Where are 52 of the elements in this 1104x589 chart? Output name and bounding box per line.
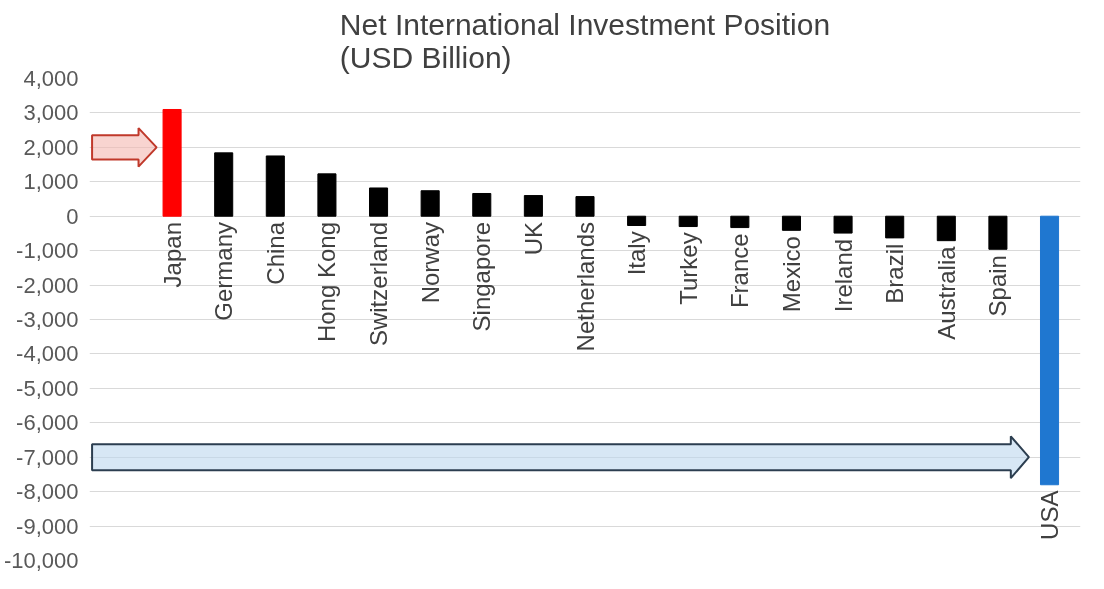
x-tick-label: Hong Kong [313, 222, 341, 343]
bar [523, 195, 543, 217]
y-tick-label: -8,000 [16, 479, 79, 505]
bar [730, 215, 750, 229]
chart-title: Net International Investment Position (USD Billion) [339, 7, 831, 74]
x-tick-label: Mexico [777, 236, 805, 313]
y-tick-label: -1,000 [16, 238, 79, 264]
bar [833, 215, 853, 234]
bar [988, 215, 1008, 250]
x-tick-label: Brazil [881, 243, 909, 304]
y-tick-label: -7,000 [16, 444, 79, 470]
x-tick-label: UK [519, 221, 547, 256]
y-tick-label: 3,000 [23, 100, 79, 126]
y-tick-label: 2,000 [23, 134, 79, 160]
x-tick-label: Netherlands [571, 221, 599, 352]
bar [420, 190, 440, 217]
x-tick-label: USA [1036, 490, 1064, 540]
x-tick-label: Singapore [468, 221, 496, 332]
x-tick-label: Norway [416, 221, 444, 304]
bar [1040, 215, 1060, 486]
x-tick-label: Japan [158, 222, 186, 288]
bar [678, 215, 698, 228]
x-tick-label: Italy [623, 231, 651, 276]
y-tick-label: -4,000 [16, 341, 79, 367]
bar [936, 215, 956, 242]
y-tick-label: -2,000 [16, 272, 79, 298]
y-tick-label: -5,000 [16, 375, 79, 401]
y-tick-label: -10,000 [3, 548, 79, 573]
bar [214, 152, 234, 217]
y-tick-label: -6,000 [16, 410, 79, 436]
bar [317, 173, 337, 217]
y-tick-label: 0 [66, 203, 79, 229]
x-tick-label: Spain [984, 255, 1012, 317]
bar [575, 196, 595, 217]
bar [162, 108, 182, 217]
x-tick-label: China [261, 221, 289, 285]
x-tick-label: Germany [210, 221, 238, 321]
x-tick-label: Switzerland [365, 221, 393, 347]
bar [472, 192, 492, 217]
bar [369, 187, 389, 217]
y-tick-label: 4,000 [23, 66, 79, 91]
y-tick-label: 1,000 [23, 169, 79, 195]
bar [781, 215, 801, 231]
y-tick-label: -3,000 [16, 307, 79, 332]
bar [885, 215, 905, 239]
bar [627, 215, 647, 227]
x-tick-label: Ireland [829, 238, 857, 313]
y-tick-label: -9,000 [16, 513, 79, 539]
x-tick-label: France [726, 233, 754, 309]
x-tick-label: Australia [932, 245, 960, 340]
bar [265, 155, 285, 217]
x-tick-label: Turkey [674, 232, 702, 305]
